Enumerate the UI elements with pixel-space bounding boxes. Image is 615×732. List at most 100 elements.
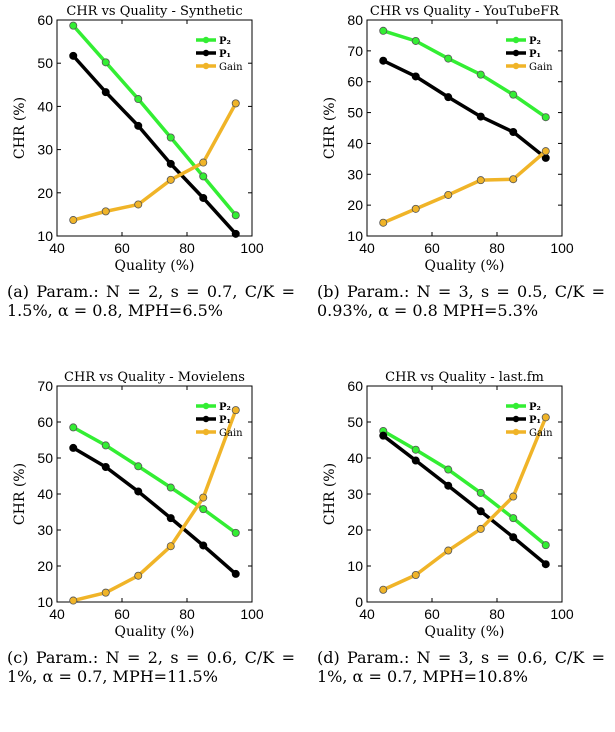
chart-1-series-2-point [444,190,453,199]
chart-0-legend-marker-0 [202,36,210,44]
chart-3-xlabel: Quality (%) [424,624,504,640]
chart-1-xtick-label: 100 [550,240,574,256]
chart-2-ytick-label: 40 [37,486,53,502]
chart-panel-youtubefr: CHR vs Quality - YouTubeFR 40 60 80 100 10 20 3… [310,0,610,366]
chart-0-series-0-point [166,133,175,142]
chart-1-ytick-label: 70 [347,43,363,59]
chart-0-series-2-point [231,99,240,108]
chart-3-legend-label-2: Gain [529,428,553,439]
chart-3-series-1-point [541,560,550,569]
chart-2-xtick-label: 100 [240,606,264,622]
chart-1-ytick-label: 40 [347,135,363,151]
caption-a: (a) Param.: N = 2, s = 0.7, C/K = 1.5%, … [7,282,295,320]
chart-1-legend-marker-2 [512,62,520,70]
chart-3-ytick-label: 0 [355,594,363,610]
chart-3-series-2-point [379,585,388,594]
chart-1-xtick-label: 80 [489,240,505,256]
chart-3-ytick-label: 20 [347,522,363,538]
chart-0-series-2-point [69,216,78,225]
chart-2-series-1-point [101,463,110,472]
chart-2-series-0-point [69,423,78,432]
chart-2-series-0-point [231,528,240,537]
chart-3-series-2-point [444,546,453,555]
chart-2-series-0-line [72,425,237,535]
chart-0-ytick-label: 60 [37,12,53,28]
chart-1-legend-label-0: P₂ [529,36,541,47]
chart-2-ytick-label: 70 [37,378,53,394]
chart-2-legend-label-1: P₁ [219,415,231,426]
chart-3-legend-label-1: P₁ [529,415,541,426]
chart-3-series-2-point [509,492,518,501]
chart-0-series-0-point [101,58,110,67]
chart-2-legend-marker-1 [202,415,210,423]
chart-1-series-0-point [509,90,518,99]
chart-3-series-1-line [382,434,547,566]
chart-1-series-0-point [379,26,388,35]
chart-1-plot-frame [366,19,563,237]
chart-3-series-0-point [476,488,485,497]
chart-1-xtick-label: 60 [424,240,440,256]
chart-3-ytick-label: 50 [347,414,363,430]
chart-2-series-2-point [199,493,208,502]
chart-2-xlabel: Quality (%) [114,624,194,640]
chart-3-legend-marker-2 [512,428,520,436]
chart-2-legend-label-2: Gain [219,428,243,439]
chart-1-legend-marker-1 [512,49,520,57]
chart-1-series-1-point [444,93,453,102]
chart-3-legend-marker-0 [512,402,520,410]
chart-0-series-0-point [69,21,78,30]
chart-2-series-0-point [199,505,208,514]
chart-3-series-2-point [476,524,485,533]
chart-1-series-1-point [379,56,388,65]
chart-3-legend-marker-1 [512,415,520,423]
chart-2-ytick-label: 10 [37,594,53,610]
chart-3-series-1-point [379,431,388,440]
chart-2-title: CHR vs Quality - Movielens [64,370,245,385]
chart-1-series-0-point [476,70,485,79]
chart-1-series-0-point [541,113,550,122]
chart-movielens: CHR vs Quality - Movielens 40 60 80 100 10 20 3… [12,370,264,640]
chart-3-ytick-label: 30 [347,486,363,502]
chart-2-series-2-point [134,571,143,580]
chart-2-series-1-point [199,541,208,550]
chart-0-series-2-point [166,175,175,184]
chart-2-series-2-point [166,542,175,551]
chart-3-series-0-line [382,429,547,547]
chart-3-series-1-point [476,507,485,516]
chart-0-ytick-label: 10 [37,228,53,244]
chart-2-series-1-point [134,487,143,496]
chart-1-ytick-label: 30 [347,166,363,182]
chart-0-series-1-line [71,54,238,236]
chart-0-series-0-point [134,95,143,104]
chart-0-xlabel: Quality (%) [114,258,194,274]
chart-3-legend-label-0: P₂ [529,402,541,413]
chart-1-series-0-point [444,54,453,63]
chart-0-legend-label-1: P₁ [219,49,231,60]
chart-0-series-2-point [199,158,208,167]
chart-3-xtick-label: 80 [489,606,505,622]
chart-3-ytick-label: 40 [347,450,363,466]
chart-2-legend-marker-0 [202,402,210,410]
chart-2-series-0-point [134,462,143,471]
chart-1-series-0-line [382,29,547,119]
chart-0-xtick-label: 60 [114,240,130,256]
chart-1-series-0-point [411,36,420,45]
chart-0-legend-marker-2 [202,62,210,70]
chart-0-xtick-label: 100 [240,240,264,256]
chart-0-title: CHR vs Quality - Synthetic [66,4,242,19]
chart-2-xtick-label: 60 [114,606,130,622]
chart-1-ytick-label: 80 [347,12,363,28]
chart-1-series-2-point [541,147,550,156]
chart-0-legend-marker-1 [202,49,210,57]
chart-1-series-1-point [476,112,485,121]
chart-1-ytick-label: 20 [347,197,363,213]
chart-0-series-1-point [134,121,143,130]
chart-0-series-0-line [71,24,238,217]
chart-3-series-1-point [444,481,453,490]
chart-3-ylabel: CHR (%) [322,463,338,525]
chart-0-series-2-line [72,102,238,222]
chart-2-ytick-label: 20 [37,558,53,574]
chart-panel-movielens: CHR vs Quality - Movielens 40 60 80 100 10 20 3… [0,366,300,732]
chart-0-ytick-label: 40 [37,98,53,114]
chart-youtubefr: CHR vs Quality - YouTubeFR 40 60 80 100 10 20 3… [322,4,574,274]
